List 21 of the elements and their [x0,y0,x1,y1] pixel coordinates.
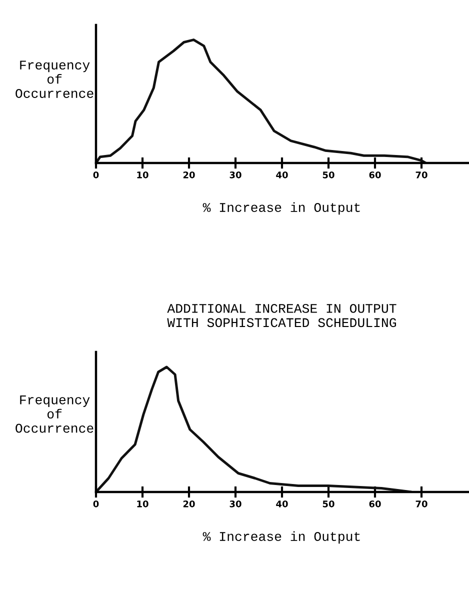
x-axis-title: % Increase in Output [202,202,360,215]
y-axis-title: Frequency of Occurrence [16,396,94,433]
x-tick-label: 20 [183,171,195,178]
y-axis-title: Frequency of Occurrence [16,60,94,98]
x-axis-title: % Increase in Output [202,531,360,544]
chart-title: ADDITIONAL INCREASE IN OUTPUT WITH SOPHISTICATED SCHEDULING [167,304,396,328]
x-tick-label: 30 [230,500,242,508]
x-tick-label: 60 [369,171,381,178]
x-tick-label: 40 [276,171,288,178]
x-tick-label: 10 [137,171,148,178]
x-tick-label: 40 [276,500,288,508]
x-tick-label: 30 [230,171,242,178]
x-tick-label: 50 [322,500,334,508]
x-tick-label: 20 [183,500,195,508]
x-tick-label: 60 [369,500,381,508]
x-tick-label: 10 [137,500,148,508]
x-tick-label: 70 [416,171,428,178]
x-tick-label: 0 [93,171,99,178]
x-tick-label: 50 [322,171,334,178]
x-tick-label: 70 [416,500,428,508]
x-tick-label: 0 [93,500,99,508]
